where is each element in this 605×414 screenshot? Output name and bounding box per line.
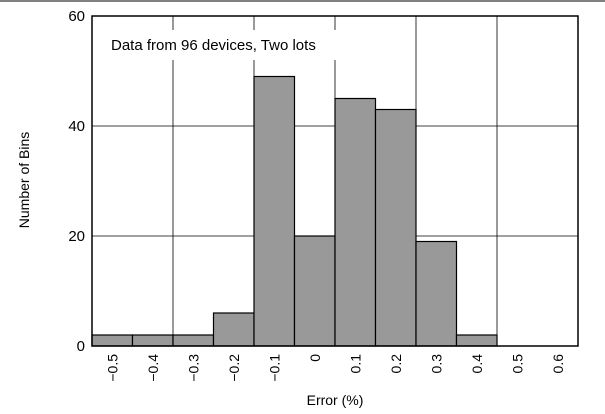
- histogram-bar: [212, 312, 255, 347]
- y-tick-labels: 0 20 40 60: [68, 8, 85, 355]
- x-tick-label: 0.4: [469, 354, 485, 374]
- histogram-bar: [253, 75, 296, 347]
- x-tick-label: −0.2: [226, 354, 242, 382]
- histogram-bar: [334, 97, 377, 347]
- x-tick-label: 0.2: [388, 354, 404, 374]
- x-tick-label: 0.5: [509, 354, 525, 374]
- histogram-bar: [293, 235, 336, 347]
- annotation-text: Data from 96 devices, Two lots: [111, 37, 316, 54]
- histogram-bar: [455, 334, 498, 347]
- x-tick-label: −0.3: [185, 354, 201, 382]
- histogram-bar: [415, 240, 458, 347]
- x-tick-label: 0.6: [550, 354, 566, 374]
- histogram-bar: [131, 334, 174, 347]
- histogram-bar: [172, 334, 215, 347]
- x-tick-label: −0.5: [104, 354, 120, 382]
- y-tick-label: 60: [68, 8, 85, 25]
- histogram-bar: [91, 334, 134, 347]
- annotation-background: [104, 30, 376, 60]
- x-tick-label: −0.4: [145, 354, 161, 382]
- x-tick-label: 0.1: [347, 354, 363, 374]
- y-tick-label: 40: [68, 118, 85, 135]
- y-tick-label: 20: [68, 228, 85, 245]
- histogram-bar: [374, 108, 417, 347]
- x-tick-label: 0.3: [428, 354, 444, 374]
- bars: [91, 75, 498, 347]
- plot-frame: [91, 15, 579, 347]
- x-tick-label: −0.1: [266, 354, 282, 382]
- y-tick-label: 0: [77, 338, 85, 355]
- x-tick-labels: −0.5 −0.4 −0.3 −0.2 −0.1 0 0.1 0.2 0.3 0.4 0.5 0.6: [104, 354, 566, 382]
- x-tick-label: 0: [307, 354, 323, 362]
- x-axis-label: Error (%): [307, 392, 364, 408]
- y-axis-label: Number of Bins: [16, 132, 32, 228]
